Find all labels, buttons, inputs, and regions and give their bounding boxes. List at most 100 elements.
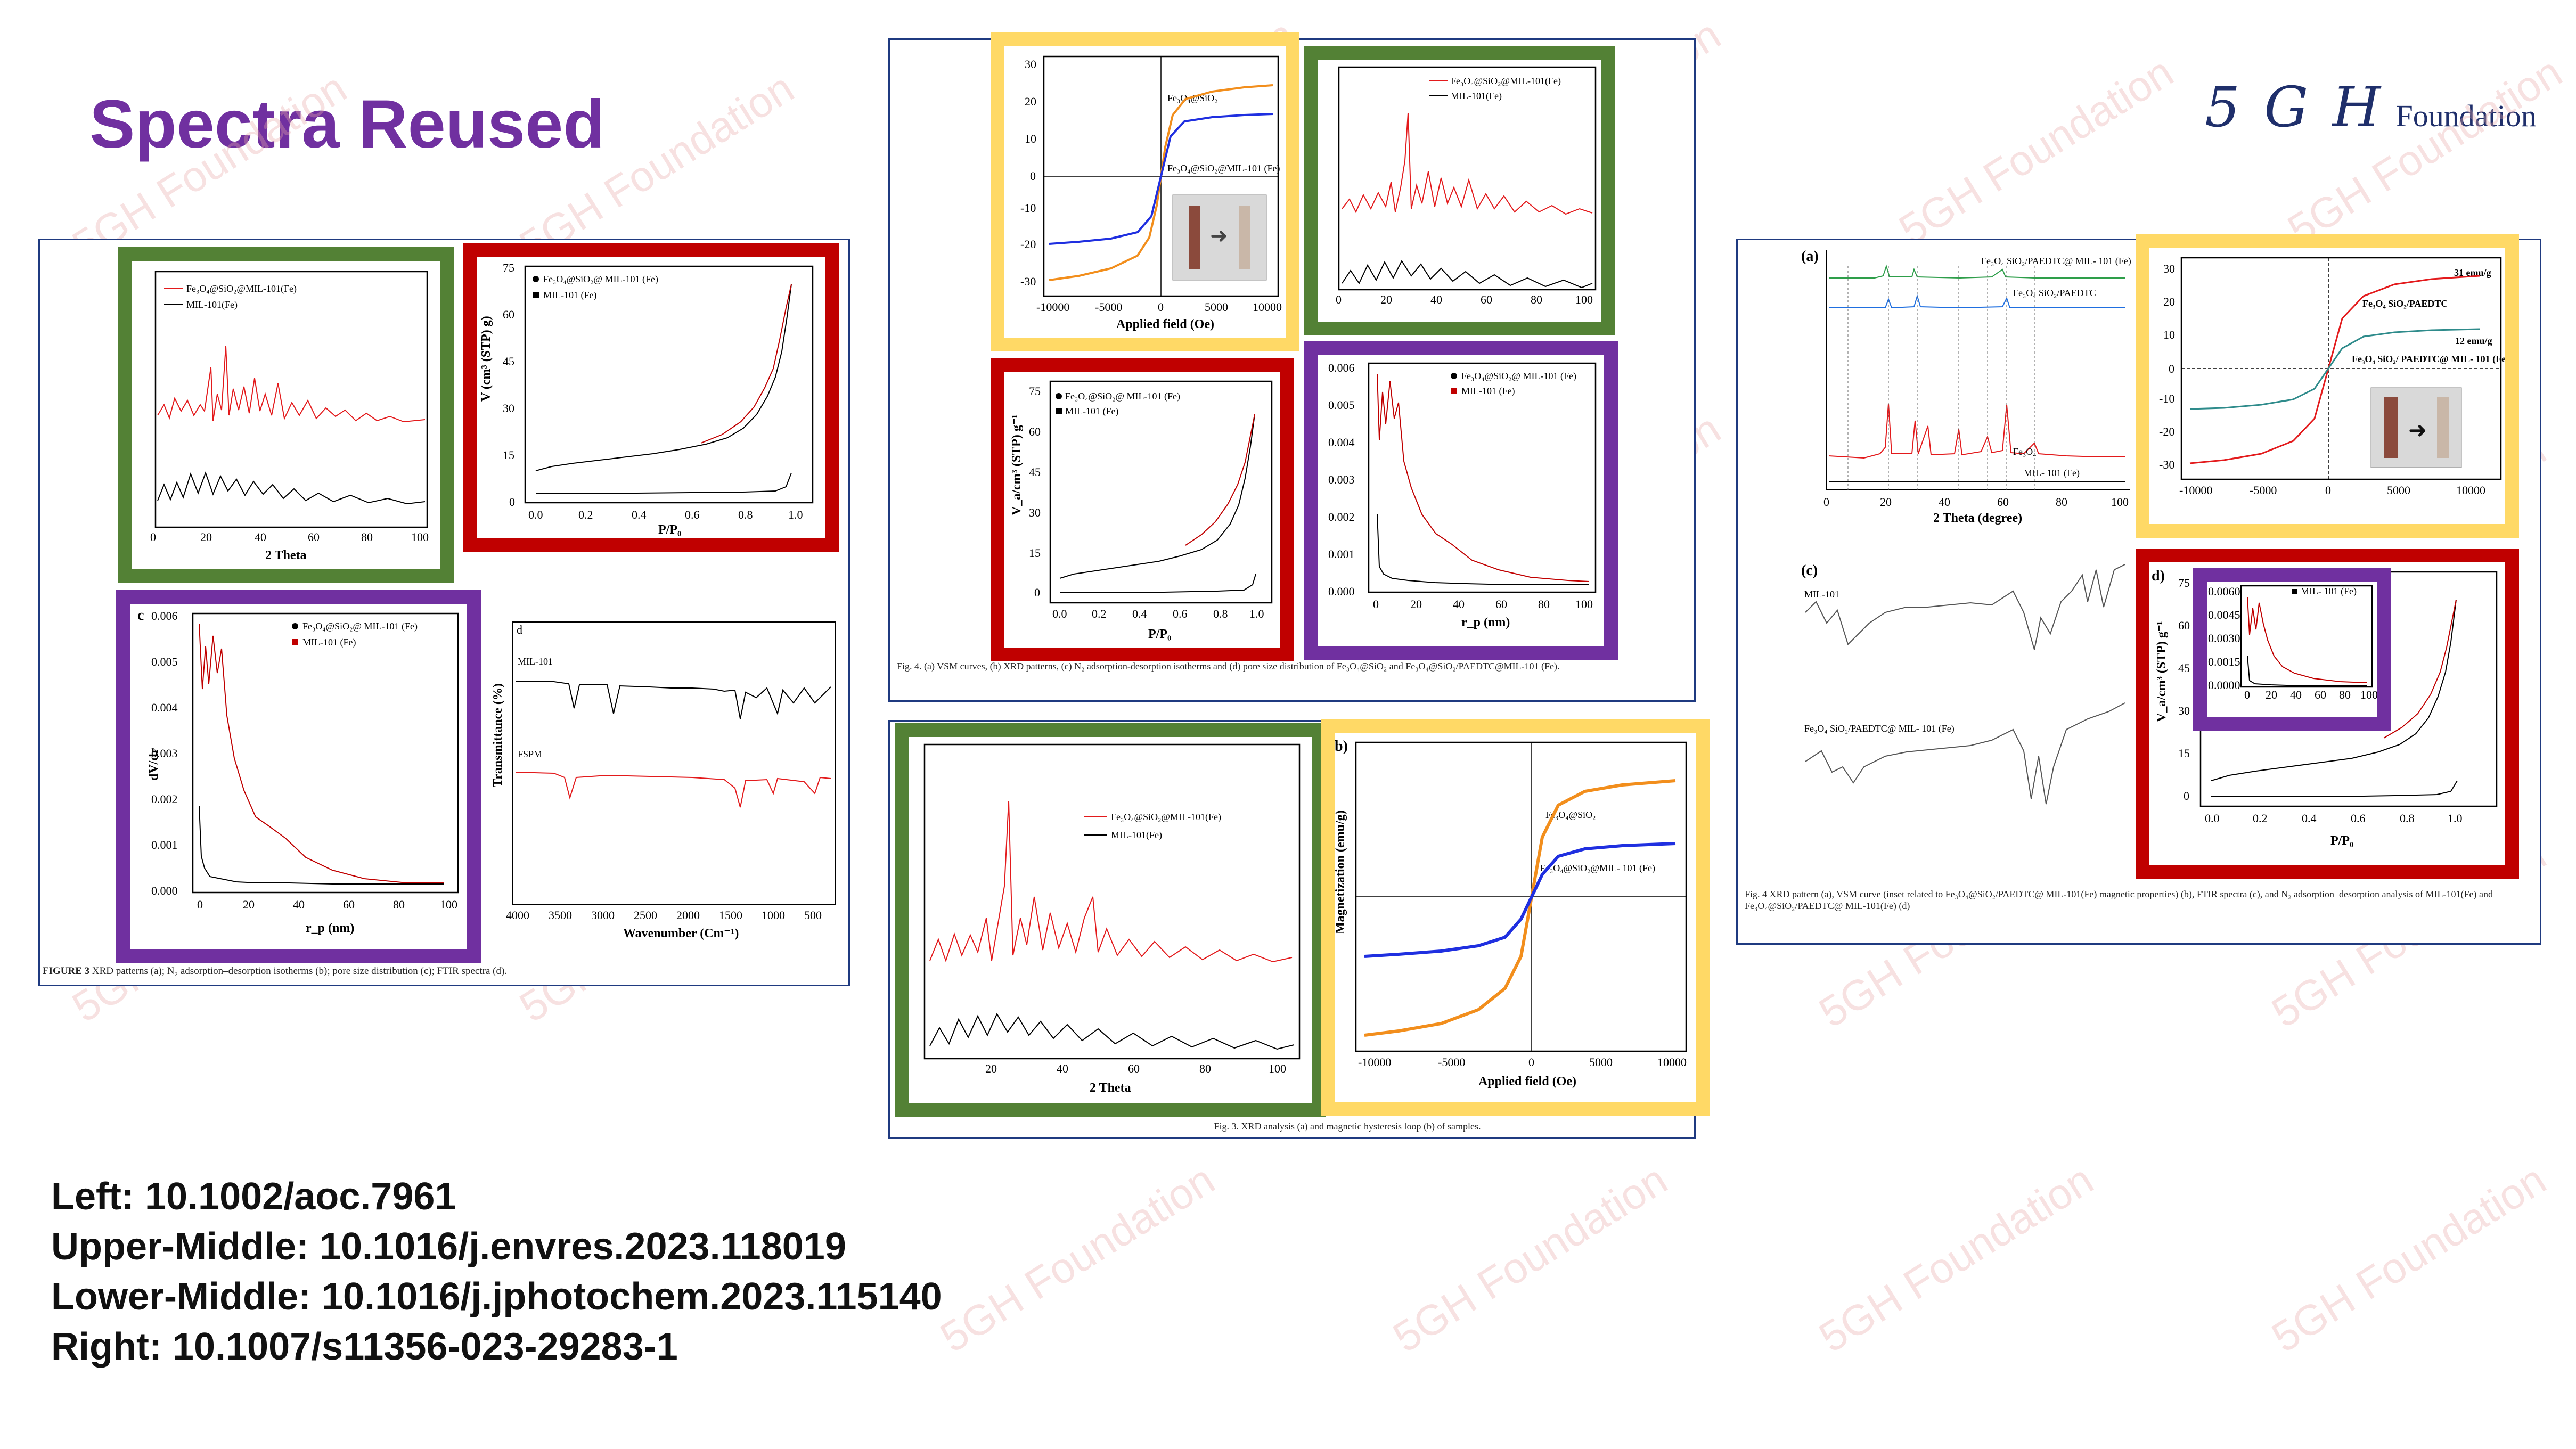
svg-text:40: 40 — [1453, 597, 1465, 611]
legend-mil101: MIL-101(Fe) — [186, 299, 238, 310]
svg-text:30: 30 — [2178, 704, 2190, 717]
x-axis-ticks: 0.0 0.2 0.4 0.6 0.8 1.0 — [2205, 812, 2463, 825]
x-axis-ticks: -10000 -5000 0 5000 10000 — [2179, 484, 2485, 497]
svg-text:5000: 5000 — [1205, 300, 1228, 314]
svg-text:10: 10 — [2163, 328, 2175, 341]
pore-red — [199, 624, 444, 883]
isotherm-composite — [2211, 780, 2458, 797]
svg-text:0: 0 — [1034, 586, 1040, 599]
legend-mil101: MIL-101(Fe) — [1451, 91, 1502, 102]
x-axis-label: 2 Theta — [1090, 1081, 1131, 1095]
panel-letter: c — [137, 607, 144, 624]
logo-wordmark: Foundation — [2395, 99, 2537, 133]
caption-text: XRD patterns (a); N₂ adsorption–desorpti… — [92, 965, 508, 977]
svg-text:60: 60 — [343, 898, 355, 911]
svg-text:-5000: -5000 — [1438, 1055, 1465, 1069]
legend-composite: Fe₃O₄@SiO₂@ MIL-101 (Fe) — [302, 621, 418, 632]
svg-text:3000: 3000 — [591, 908, 615, 922]
svg-text:-10000: -10000 — [1036, 300, 1069, 314]
right-pore-inset-plot: MIL- 101 (Fe) 0.0000 0.0015 0.0030 0.004… — [2193, 568, 2391, 731]
svg-text:20: 20 — [2163, 295, 2175, 308]
svg-text:60: 60 — [308, 530, 320, 544]
svg-text:0.0000: 0.0000 — [2208, 678, 2240, 692]
y-axis-label: Transmittance (%) — [491, 683, 505, 787]
reference-left: Left: 10.1002/aoc.7961 — [51, 1175, 456, 1218]
isotherm-black — [1059, 414, 1255, 579]
legend-composite: Fe₃O₄@SiO₂@MIL-101(Fe) — [186, 283, 297, 294]
svg-text:0.006: 0.006 — [151, 609, 178, 623]
svg-text:20: 20 — [1880, 495, 1892, 509]
ftir-upper — [1805, 564, 2125, 650]
svg-text:500: 500 — [804, 908, 822, 922]
svg-text:0.8: 0.8 — [1213, 607, 1228, 620]
legend-composite: Fe₃O₄@SiO₂@ MIL-101 (Fe) — [1461, 371, 1576, 382]
label-31-emu: 31 emu/g — [2454, 267, 2491, 278]
x-axis-label: P/P₀ — [2330, 834, 2353, 848]
svg-text:10000: 10000 — [2456, 484, 2485, 497]
label-mil101: MIL- 101 (Fe) — [2024, 468, 2080, 479]
legend-mil101: MIL- 101 (Fe) — [2301, 586, 2357, 597]
svg-text:75: 75 — [1029, 384, 1041, 398]
xrd-red-trace — [1342, 112, 1593, 215]
svg-text:0.002: 0.002 — [1328, 510, 1355, 523]
svg-text:0.0045: 0.0045 — [2208, 608, 2240, 621]
pore-red — [2247, 597, 2367, 683]
watermark: 5GH Foundation — [1891, 47, 2181, 254]
isotherm-composite — [1060, 574, 1256, 593]
svg-text:0.000: 0.000 — [151, 884, 178, 897]
svg-text:0.001: 0.001 — [151, 838, 178, 852]
label-mil101: MIL-101 — [1804, 589, 1839, 600]
svg-text:10: 10 — [1025, 132, 1036, 145]
y-axis-label: dV/dr — [147, 748, 161, 781]
watermark: 5GH Foundation — [1385, 1155, 1675, 1362]
left-ftir-plot: d MIL-101 FSPM 4000 3500 3000 2500 2000 … — [490, 618, 841, 948]
right-figure-caption: Fig. 4 XRD pattern (a), VSM curve (inset… — [1745, 889, 2493, 911]
svg-text:60: 60 — [1481, 293, 1492, 306]
svg-text:3500: 3500 — [549, 908, 572, 922]
svg-text:0.6: 0.6 — [685, 508, 700, 521]
svg-text:40: 40 — [1430, 293, 1442, 306]
left-figure-caption: FIGURE 3 XRD patterns (a); N₂ adsorption… — [43, 965, 836, 978]
legend-mil101: MIL-101(Fe) — [1111, 830, 1162, 841]
svg-text:60: 60 — [1029, 425, 1041, 438]
x-axis-ticks: 0 20 40 60 80 100 — [197, 898, 457, 911]
y-axis-ticks: 0.000 0.001 0.002 0.003 0.004 0.005 0.00… — [151, 609, 178, 897]
y-axis-ticks: -30 -20 -10 0 10 20 30 — [1020, 58, 1036, 288]
svg-text:-10: -10 — [1020, 201, 1036, 215]
svg-text:0.2: 0.2 — [578, 508, 593, 521]
pore-red — [1377, 373, 1590, 582]
y-axis-label: V_a/cm³ (STP) g⁻¹ — [1010, 414, 1024, 515]
legend-mil101: MIL-101 (Fe) — [1461, 386, 1515, 397]
x-axis-ticks: -10000 -5000 0 5000 10000 — [1358, 1055, 1687, 1069]
x-axis-ticks: 4000 3500 3000 2500 2000 1500 1000 500 — [506, 908, 822, 922]
label-mil101: MIL-101 — [518, 656, 553, 667]
isotherm-red — [1185, 414, 1255, 546]
svg-text:20: 20 — [2266, 688, 2277, 701]
upper-middle-xrd-plot: Fe₃O₄@SiO₂@MIL-101(Fe) MIL-101(Fe) 0 20 … — [1304, 46, 1615, 335]
xrd-green-trace — [1829, 264, 2125, 279]
panel-letter: (a) — [1801, 248, 1819, 265]
panel-letter: b) — [1335, 738, 1348, 755]
svg-text:-5000: -5000 — [2250, 484, 2277, 497]
x-axis-ticks: 0 20 40 60 80 100 — [1336, 293, 1593, 306]
svg-text:-5000: -5000 — [1095, 300, 1122, 314]
svg-text:0: 0 — [1373, 597, 1379, 611]
svg-text:0.003: 0.003 — [1328, 473, 1355, 486]
reference-lower-middle: Lower-Middle: 10.1016/j.jphotochem.2023.… — [51, 1275, 942, 1318]
reference-right: Right: 10.1007/s11356-023-29283-1 — [51, 1325, 678, 1368]
panel-letter: d) — [2152, 568, 2165, 584]
y-axis-ticks: -30 -20 -10 0 10 20 30 — [2159, 262, 2175, 471]
panel-letter: d — [517, 623, 522, 636]
svg-text:100: 100 — [440, 898, 457, 911]
x-axis-label: r_p (nm) — [306, 921, 354, 935]
svg-text:1500: 1500 — [719, 908, 742, 922]
svg-text:75: 75 — [503, 261, 514, 274]
svg-text:2000: 2000 — [676, 908, 700, 922]
upper-middle-isotherm-plot: Fe₃O₄@SiO₂@ MIL-101 (Fe) MIL-101 (Fe) 0 … — [991, 358, 1294, 661]
lower-middle-figure-caption: Fig. 3. XRD analysis (a) and magnetic hy… — [1214, 1121, 1481, 1132]
svg-text:2500: 2500 — [634, 908, 657, 922]
svg-text:20: 20 — [1025, 95, 1036, 108]
pore-black — [2247, 656, 2367, 686]
legend-mil101: MIL-101 (Fe) — [302, 637, 356, 648]
xrd-black-trace — [157, 471, 426, 505]
